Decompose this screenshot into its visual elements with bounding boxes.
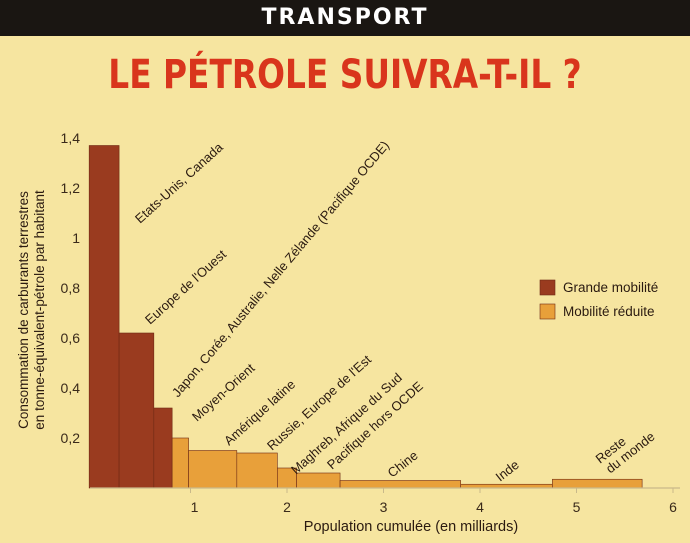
- x-axis-title: Population cumulée (en milliards): [304, 519, 518, 535]
- bar: [171, 437, 189, 489]
- y-tick-label: 0,2: [61, 430, 81, 446]
- x-tick-label: 1: [191, 499, 199, 515]
- legend: Grande mobilité Mobilité réduite: [539, 279, 658, 320]
- bar: [118, 332, 155, 489]
- y-axis: 0,2 0,4 0,6 0,8 1 1,2 1,4: [61, 130, 81, 446]
- x-axis: 1 2 3 4 5 6: [190, 488, 677, 515]
- bar: [296, 472, 341, 489]
- bar: [188, 450, 238, 489]
- y-tick-label: 0,8: [61, 280, 81, 296]
- bar: [88, 145, 120, 489]
- bar-label: Chine: [385, 448, 421, 481]
- section-label: TRANSPORT: [261, 5, 429, 30]
- bar-label: Inde: [493, 457, 522, 484]
- y-axis-title-line-1: Consommation de carburants terrestres: [16, 191, 31, 429]
- y-tick-label: 1: [72, 230, 80, 246]
- bar: [236, 452, 278, 489]
- bar: [552, 478, 643, 489]
- y-tick-label: 0,6: [61, 330, 81, 346]
- legend-label: Grande mobilité: [563, 280, 658, 295]
- y-tick-label: 1,4: [61, 130, 81, 146]
- legend-swatch: [539, 303, 556, 320]
- x-tick-label: 6: [669, 499, 677, 515]
- x-tick-label: 3: [380, 499, 388, 515]
- bar: [153, 407, 173, 489]
- bar-label: Etats-Unis, Canada: [132, 139, 226, 226]
- legend-label: Mobilité réduite: [563, 304, 655, 319]
- legend-swatch: [539, 279, 556, 296]
- y-tick-label: 0,4: [61, 380, 81, 396]
- x-tick-label: 2: [283, 499, 291, 515]
- y-axis-title-line-2: en tonne-équivalent-pétrole par habitant: [32, 190, 47, 430]
- x-tick-label: 4: [476, 499, 484, 515]
- section-banner: TRANSPORT: [0, 0, 690, 36]
- page-title: LE PÉTROLE SUIVRA-T-IL ?: [108, 52, 582, 98]
- bar-series: [88, 145, 643, 489]
- bar: [339, 480, 462, 489]
- x-tick-label: 5: [573, 499, 581, 515]
- bar-label: Europe de l'Ouest: [142, 246, 229, 327]
- y-tick-label: 1,2: [61, 180, 81, 196]
